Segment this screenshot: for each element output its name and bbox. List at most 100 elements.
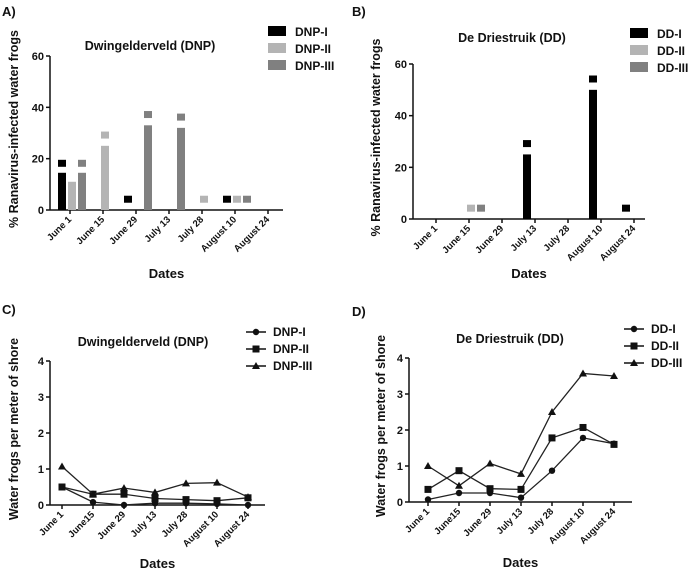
x-axis-label: Dates bbox=[149, 266, 184, 281]
legend-label: DNP-III bbox=[295, 59, 334, 73]
x-tick-label: August 24 bbox=[232, 214, 273, 255]
point-triangle bbox=[579, 369, 587, 377]
bar-marker bbox=[622, 204, 630, 212]
legend-label: DNP-II bbox=[295, 42, 331, 56]
legend-swatch bbox=[268, 60, 286, 70]
point-triangle bbox=[89, 490, 97, 498]
point-circle bbox=[252, 328, 260, 336]
bar-marker bbox=[78, 159, 86, 167]
x-tick-label: July 13 bbox=[495, 506, 526, 537]
point-circle bbox=[579, 434, 587, 442]
x-tick-label: June 1 bbox=[45, 214, 75, 244]
point-triangle bbox=[213, 478, 221, 486]
point-triangle bbox=[424, 462, 432, 469]
x-tick-label: July 28 bbox=[176, 214, 207, 245]
legend-label: DD-II bbox=[657, 44, 685, 58]
bar-marker bbox=[223, 195, 231, 203]
point-triangle bbox=[151, 488, 159, 496]
bar bbox=[78, 172, 86, 210]
point-circle bbox=[548, 467, 556, 474]
point-square bbox=[58, 483, 66, 491]
point-circle bbox=[517, 494, 525, 501]
point-triangle bbox=[58, 462, 66, 470]
bar-marker bbox=[589, 75, 597, 83]
legend-swatch bbox=[268, 26, 286, 36]
legend-swatch bbox=[268, 43, 286, 53]
x-tick-label: June 1 bbox=[411, 223, 441, 253]
x-tick-label: June 1 bbox=[37, 509, 67, 539]
legend-label: DNP-I bbox=[295, 25, 328, 39]
x-tick-label: July 28 bbox=[160, 509, 191, 540]
point-circle bbox=[244, 501, 252, 509]
point-triangle bbox=[252, 362, 260, 369]
x-tick-label: June 15 bbox=[74, 214, 107, 247]
point-circle bbox=[120, 501, 128, 509]
y-axis-label: Water frogs per meter of shore bbox=[374, 335, 388, 517]
panel-label: B) bbox=[352, 4, 366, 19]
x-tick-label: July 13 bbox=[143, 214, 174, 245]
x-axis-label: Dates bbox=[140, 556, 175, 571]
x-axis-label: Dates bbox=[503, 555, 538, 570]
bar-marker bbox=[144, 111, 152, 119]
bar bbox=[589, 89, 597, 219]
point-triangle bbox=[486, 459, 494, 467]
bar-marker bbox=[233, 195, 241, 203]
panel-label: A) bbox=[2, 4, 16, 19]
panel-label: D) bbox=[352, 304, 366, 319]
bar-marker bbox=[124, 195, 132, 203]
y-tick-label: 1 bbox=[38, 464, 44, 476]
x-tick-label: June 29 bbox=[95, 509, 128, 542]
y-tick-label: 20 bbox=[395, 162, 407, 174]
x-tick-label: July 13 bbox=[509, 223, 540, 254]
point-triangle bbox=[630, 359, 638, 366]
point-square bbox=[424, 485, 432, 493]
series-line bbox=[427, 426, 615, 491]
y-tick-label: 60 bbox=[395, 59, 407, 71]
point-triangle bbox=[517, 469, 525, 477]
legend-label: DD-III bbox=[657, 61, 688, 75]
legend-label: DD-I bbox=[651, 322, 676, 336]
x-tick-label: July 28 bbox=[526, 506, 557, 537]
point-triangle bbox=[610, 372, 618, 379]
legend-swatch bbox=[630, 45, 648, 55]
point-square bbox=[455, 467, 463, 475]
y-tick-label: 40 bbox=[395, 111, 407, 123]
y-tick-label: 0 bbox=[38, 500, 44, 512]
x-axis-label: Dates bbox=[511, 266, 546, 281]
legend-label: DD-II bbox=[651, 339, 679, 353]
x-tick-label: June 29 bbox=[107, 214, 140, 247]
point-square bbox=[486, 485, 494, 493]
point-triangle bbox=[120, 484, 128, 492]
bar-marker bbox=[177, 113, 185, 121]
y-axis-label: Water frogs per meter of shore bbox=[7, 338, 21, 520]
bar-marker bbox=[200, 195, 208, 203]
x-tick-label: June 29 bbox=[461, 506, 494, 539]
chart-panel-b: B) De Driestruik (DD) 0 20 40 60 June 1 June 15… bbox=[352, 4, 688, 281]
y-tick-label: 0 bbox=[397, 497, 403, 509]
x-tick-label: July 28 bbox=[542, 223, 573, 254]
chart-title: De Driestruik (DD) bbox=[456, 332, 564, 346]
y-tick-label: 40 bbox=[32, 102, 44, 114]
point-square bbox=[610, 440, 618, 448]
bar bbox=[58, 172, 66, 210]
y-axis-label: % Ranavirus-infected water frogs bbox=[369, 38, 383, 236]
y-tick-label: 4 bbox=[397, 353, 404, 365]
point-circle bbox=[455, 489, 463, 497]
point-square bbox=[548, 434, 556, 442]
bar-marker bbox=[101, 131, 109, 139]
bar-marker bbox=[243, 195, 251, 203]
y-tick-label: 1 bbox=[397, 461, 403, 473]
x-tick-label: June 1 bbox=[403, 506, 433, 536]
bar bbox=[144, 125, 152, 210]
legend-label: DD-I bbox=[657, 27, 682, 41]
y-tick-label: 3 bbox=[397, 389, 403, 401]
legend-label: DNP-II bbox=[273, 342, 309, 356]
chart-title: Dwingelderveld (DNP) bbox=[85, 39, 216, 53]
y-tick-label: 2 bbox=[38, 428, 44, 440]
bar bbox=[101, 145, 109, 210]
x-tick-label: June15 bbox=[432, 506, 463, 537]
point-circle bbox=[630, 325, 638, 333]
point-triangle bbox=[182, 479, 190, 487]
